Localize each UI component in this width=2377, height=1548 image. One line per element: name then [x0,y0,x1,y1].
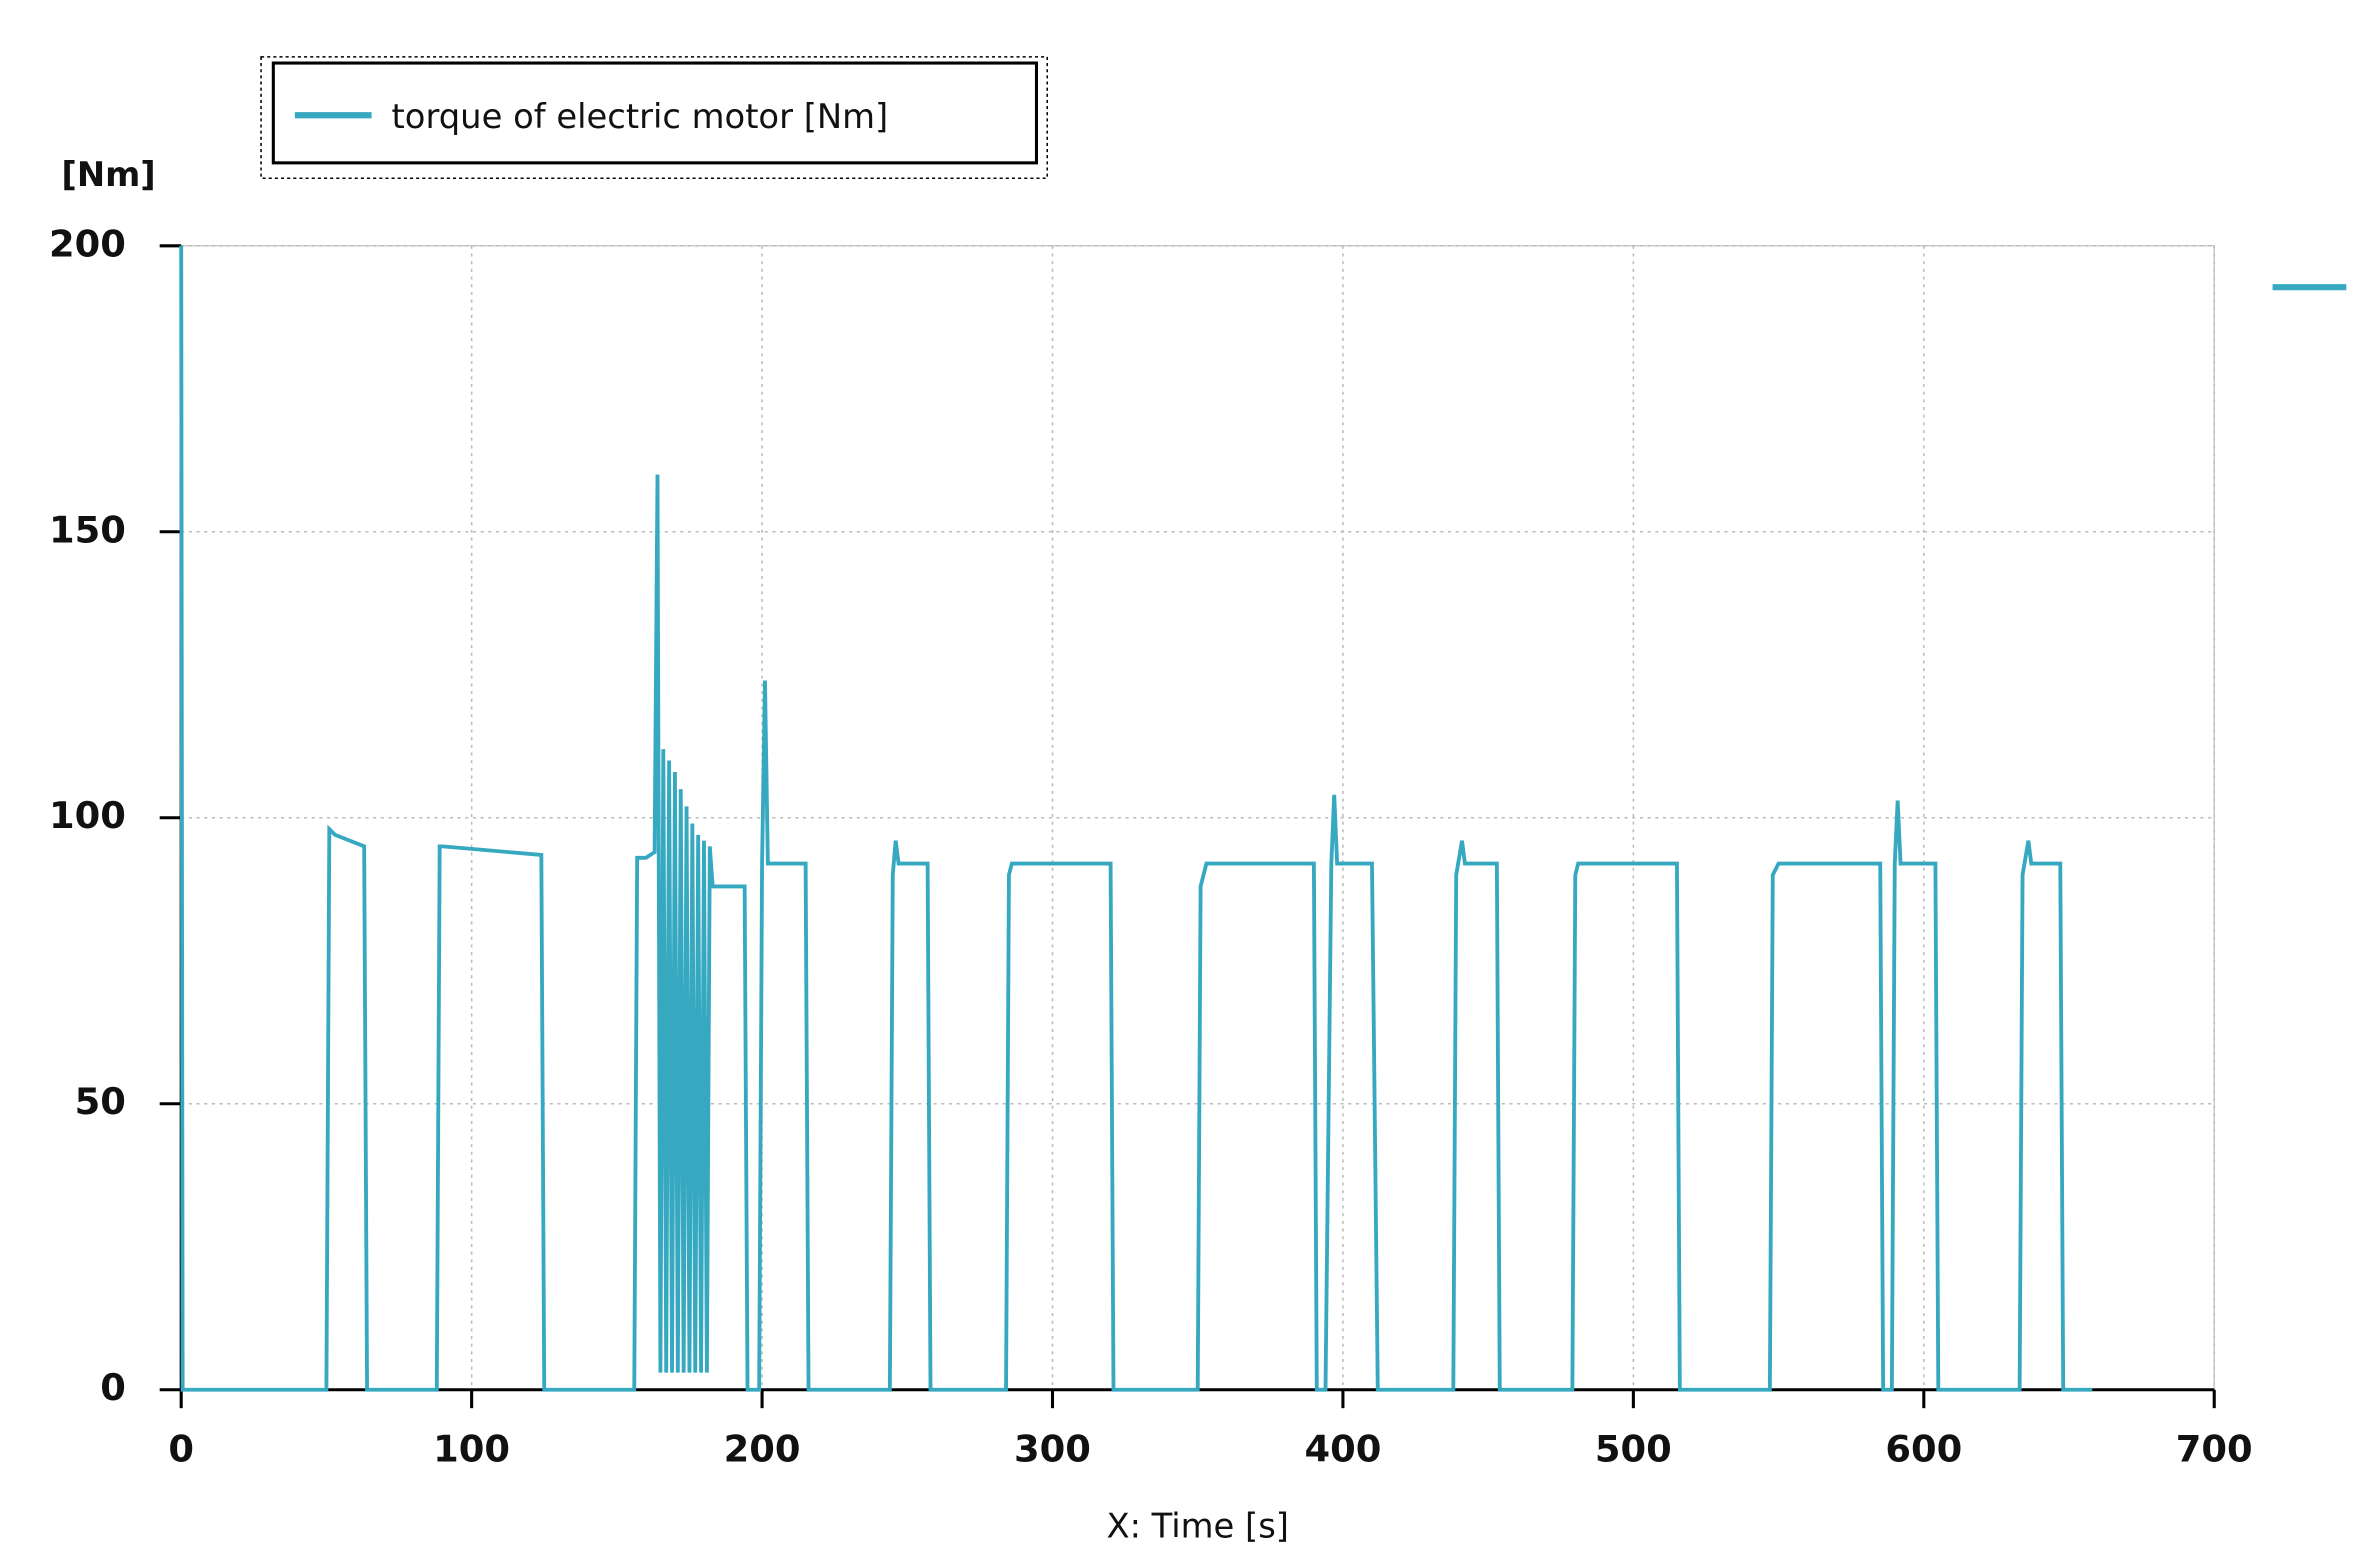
y-axis-label: [Nm] [61,155,155,194]
y-tick-label: 200 [49,222,126,265]
legend-focus [260,56,1048,179]
y-tick-label: 0 [100,1366,126,1409]
x-tick-label: 200 [724,1428,801,1471]
legend-box [271,61,1039,165]
x-tick-label: 300 [1014,1428,1091,1471]
y-tick-label: 50 [75,1080,126,1123]
x-tick-label: 500 [1595,1428,1672,1471]
legend-label: torque of electric motor [Nm] [392,97,889,136]
x-tick-label: 600 [1885,1428,1962,1471]
x-tick-label: 400 [1304,1428,1381,1471]
x-tick-label: 0 [168,1428,194,1471]
data-line [179,245,2093,1392]
x-tick-label: 700 [2176,1428,2253,1471]
y-tick-label: 100 [49,794,126,837]
y-tick-label: 150 [49,508,126,551]
x-tick-label: 100 [433,1428,510,1471]
x-axis-label: X: Time [s] [1106,1506,1289,1545]
